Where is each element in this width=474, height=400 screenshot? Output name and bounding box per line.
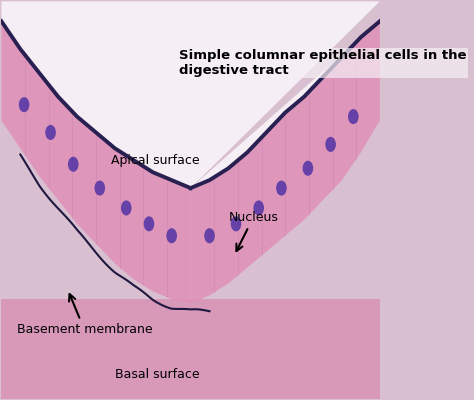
Ellipse shape (94, 180, 105, 196)
Text: Basement membrane: Basement membrane (17, 294, 152, 336)
Ellipse shape (68, 157, 79, 172)
Ellipse shape (254, 200, 264, 216)
Ellipse shape (325, 137, 336, 152)
Text: Apical surface: Apical surface (111, 154, 200, 167)
Ellipse shape (144, 216, 154, 231)
Ellipse shape (121, 200, 132, 216)
Polygon shape (1, 21, 191, 303)
Ellipse shape (19, 97, 29, 112)
Ellipse shape (276, 180, 287, 196)
Ellipse shape (231, 216, 241, 231)
Ellipse shape (46, 125, 56, 140)
Ellipse shape (204, 228, 215, 243)
Polygon shape (1, 299, 380, 399)
Ellipse shape (302, 161, 313, 176)
Text: Basal surface: Basal surface (115, 368, 200, 381)
Ellipse shape (166, 228, 177, 243)
Text: Simple columnar epithelial cells in the
digestive tract: Simple columnar epithelial cells in the … (179, 49, 467, 77)
Polygon shape (191, 21, 380, 303)
Ellipse shape (348, 109, 359, 124)
Text: Nucleus: Nucleus (228, 211, 278, 251)
Polygon shape (1, 1, 380, 188)
